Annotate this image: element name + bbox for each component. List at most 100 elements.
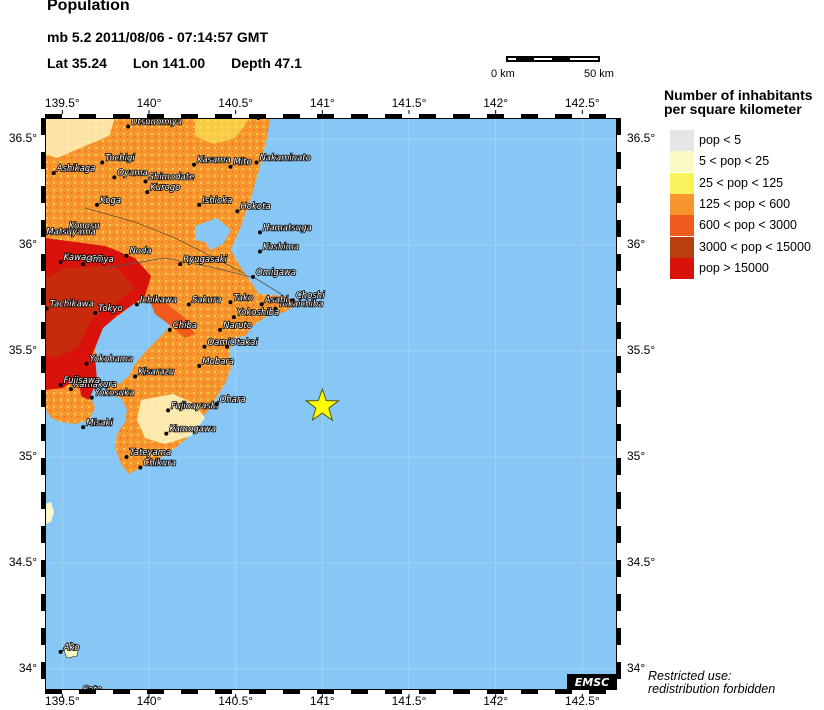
city-label: Shimodate [149, 173, 195, 183]
city-label: Kamogawa [169, 425, 216, 435]
city-label: Kurogo [150, 183, 180, 193]
city-label: Mobara [202, 357, 234, 367]
legend-item: 5 < pop < 25 [670, 151, 824, 173]
map-title: Population [47, 0, 130, 14]
event-lat: Lat 35.24 [47, 55, 107, 71]
event-location: Lat 35.24 Lon 141.00 Depth 47.1 [47, 55, 324, 71]
city-label: Ishioka [202, 196, 232, 206]
y-tick-label-right: 36.5° [627, 131, 656, 146]
y-tick-label-left: 34° [18, 660, 37, 675]
legend-label: 3000 < pop < 15000 [699, 239, 811, 254]
urban-chiba-coast [147, 294, 195, 338]
x-tick-label-bottom: 142.5° [564, 694, 600, 708]
city-dot [51, 171, 56, 176]
city-dot [100, 160, 105, 165]
legend-item: pop > 15000 [670, 257, 824, 279]
city-label: Sakura [192, 295, 222, 305]
city-label: Omiya [86, 255, 114, 265]
city-label: Oyama [117, 168, 147, 178]
x-tick-label-top: 141° [309, 96, 335, 110]
x-tick-label-bottom: 141° [309, 694, 335, 708]
legend-label: 5 < pop < 25 [699, 154, 770, 169]
legend-swatch [670, 130, 694, 151]
urban-inner [45, 266, 135, 358]
y-tick-label-right: 35° [627, 448, 646, 463]
island-miyake [62, 641, 80, 659]
x-tick-label-bottom: 142° [483, 694, 509, 708]
city-label: Utsunomiya [131, 118, 182, 127]
legend-swatch [670, 172, 694, 194]
city-dot [197, 202, 202, 207]
city-dot [93, 310, 98, 315]
city-dot [89, 395, 94, 400]
city-dot [133, 374, 138, 379]
legend-item: 3000 < pop < 15000 [670, 236, 824, 258]
legend-title: Number of inhabitants per square kilomet… [664, 88, 813, 116]
legend-swatch [670, 215, 694, 237]
city-label: Mito [233, 158, 251, 168]
legend-item: pop < 5 [670, 130, 824, 151]
x-tick-label-top: 140° [136, 96, 162, 110]
city-label: Chiba [173, 321, 197, 331]
y-tick-label-right: 36° [627, 237, 646, 252]
city-label: Tachikawa [50, 300, 94, 310]
y-tick-label-left: 36.5° [8, 131, 37, 146]
land-kanto [45, 118, 297, 474]
city-label: Yokosuka [95, 389, 135, 399]
legend-label: pop > 15000 [699, 260, 769, 275]
city-dot [259, 302, 264, 307]
legend-title-line2: per square kilometer [664, 101, 802, 117]
legend-item: 25 < pop < 125 [670, 172, 824, 194]
city-dot [126, 124, 131, 129]
city-dot [254, 160, 259, 165]
legend-item: 125 < pop < 600 [670, 193, 824, 215]
city-label: Choshi [296, 291, 325, 301]
city-label: Matsuyama [46, 228, 95, 238]
y-tick-label-left: 35.5° [8, 343, 37, 358]
city-dot [257, 230, 262, 235]
city-dot [69, 387, 73, 392]
city-label: Kisarazu [138, 367, 174, 377]
city-label: Tateyama [129, 448, 171, 458]
y-tick-label-left: 35° [18, 448, 37, 463]
y-tick-label-left: 36° [18, 237, 37, 252]
city-label: Oami [207, 338, 230, 348]
north-hills-2 [195, 118, 250, 144]
event-lon: Lon 141.00 [132, 55, 206, 71]
city-dot [225, 344, 229, 349]
urban-yokohama [75, 356, 97, 400]
city-dot [58, 382, 63, 387]
city-label: Asahi [264, 295, 289, 305]
legend-label: pop < 5 [699, 133, 742, 147]
city-label: Konosu [69, 221, 100, 231]
legend-item: 600 < pop < 3000 [670, 215, 824, 237]
city-label: Sato [83, 685, 102, 690]
city-dot [228, 300, 233, 305]
island-oshima [45, 502, 54, 524]
city-dot [197, 363, 202, 368]
city-dot [112, 175, 117, 180]
city-label: Kawagoe [64, 253, 102, 263]
x-tick-label-bottom: 140.5° [218, 694, 254, 708]
event-magnitude-time: mb 5.2 2011/08/06 - 07:14:57 GMT [47, 29, 269, 45]
city-label: Nakaminato [259, 153, 310, 163]
legend-label: 25 < pop < 125 [699, 175, 784, 190]
boso-hills [137, 394, 205, 444]
city-dot [166, 408, 171, 413]
city-dot [63, 228, 68, 233]
city-label: Koga [100, 196, 121, 206]
city-dot [290, 298, 295, 303]
city-label: Ashikaga [56, 164, 96, 174]
city-dot [58, 649, 63, 654]
city-dot [124, 253, 129, 258]
city-label: Ichikawa [140, 295, 177, 305]
x-tick-label-top: 139.5° [44, 96, 80, 110]
city-dot [124, 454, 129, 459]
legend-label: 125 < pop < 600 [699, 196, 791, 211]
city-label: Yokohama [90, 355, 134, 365]
usage-notice-line2: redistribution forbidden [648, 682, 776, 696]
city-label: Hokota [240, 202, 270, 212]
y-tick-label-right: 34° [627, 660, 646, 675]
